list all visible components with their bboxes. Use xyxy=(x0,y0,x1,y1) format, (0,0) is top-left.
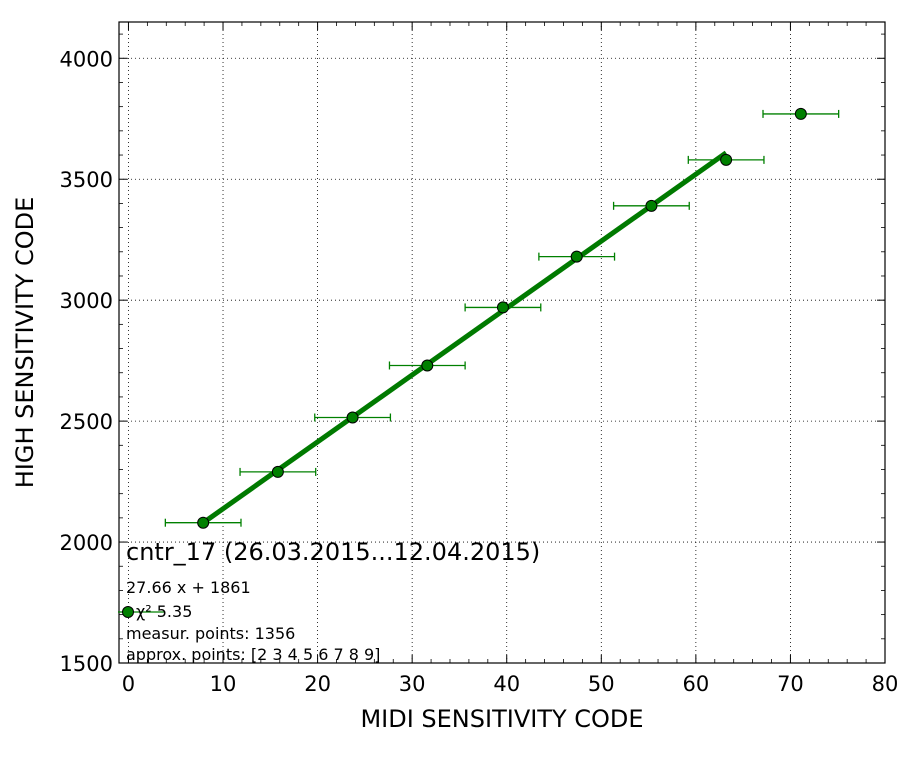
y-tick-label: 3000 xyxy=(60,289,113,313)
legend-marker xyxy=(122,606,134,618)
x-tick-labels: 0 10 20 30 40 50 60 70 80 xyxy=(122,672,899,696)
legend: cntr_17 (26.03.2015...12.04.2015) 27.66 … xyxy=(118,538,540,664)
y-tick-labels: 1500 2000 2500 3000 3500 4000 xyxy=(60,47,113,676)
legend-measured-points: measur. points: 1356 xyxy=(126,624,295,643)
data-point xyxy=(271,465,284,478)
x-tick-label: 80 xyxy=(872,672,899,696)
axis-ticks xyxy=(119,22,886,664)
data-point xyxy=(421,359,434,372)
grid-lines xyxy=(119,22,885,663)
x-tick-label: 10 xyxy=(210,672,237,696)
data-point xyxy=(570,250,583,263)
y-tick-label: 2000 xyxy=(60,531,113,555)
y-tick-label: 1500 xyxy=(60,652,113,676)
y-tick-label: 4000 xyxy=(60,47,113,71)
data-point xyxy=(794,107,807,120)
data-points-group xyxy=(197,107,807,529)
fit-line xyxy=(201,150,728,525)
x-tick-label: 40 xyxy=(493,672,520,696)
legend-approx-points: approx. points: [2 3 4 5 6 7 8 9] xyxy=(126,645,380,664)
x-tick-label: 30 xyxy=(399,672,426,696)
x-axis-label: MIDI SENSITIVITY CODE xyxy=(360,705,643,733)
legend-chi-square: χ² 5.35 xyxy=(136,602,192,621)
fit-line-group xyxy=(201,150,728,525)
x-tick-label: 0 xyxy=(122,672,135,696)
errorbar-group xyxy=(164,109,840,527)
data-point xyxy=(645,199,658,212)
data-point xyxy=(496,301,509,314)
x-tick-label: 20 xyxy=(304,672,331,696)
data-point xyxy=(346,411,359,424)
legend-title: cntr_17 (26.03.2015...12.04.2015) xyxy=(126,538,540,566)
x-tick-label: 70 xyxy=(777,672,804,696)
y-tick-label: 3500 xyxy=(60,168,113,192)
data-point xyxy=(197,516,210,529)
y-tick-label: 2500 xyxy=(60,410,113,434)
legend-fit-equation: 27.66 x + 1861 xyxy=(126,578,251,597)
data-point xyxy=(720,153,733,166)
y-axis-label: HIGH SENSITIVITY CODE xyxy=(11,197,39,489)
plot-frame xyxy=(118,21,886,664)
x-tick-label: 60 xyxy=(682,672,709,696)
x-tick-label: 50 xyxy=(588,672,615,696)
